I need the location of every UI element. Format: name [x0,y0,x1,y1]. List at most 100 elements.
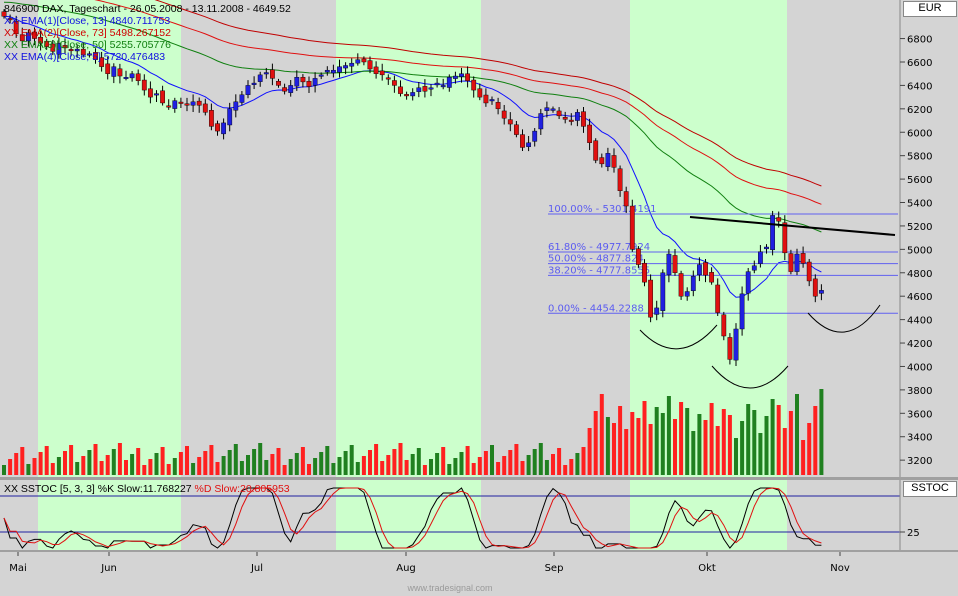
volume-bar [654,407,659,475]
stoch-unit-label: SSTOC [903,481,957,497]
price-tick-label: 4000 [907,362,932,373]
time-tick-label: Sep [545,563,564,574]
candle-body [239,94,245,103]
volume-bar [691,431,696,475]
candle-body [428,87,434,90]
candle-body [642,262,647,283]
candle-body [636,248,641,265]
volume-bar [459,452,464,475]
neckline [689,216,896,236]
time-tick-label: Jul [250,563,263,574]
candle-body [416,87,422,92]
volume-bar [69,445,74,475]
candle-body [93,52,98,60]
time-tick-label: Okt [698,563,716,574]
time-axis: Mai Jun Jul Aug Sep Okt Nov [9,552,850,574]
price-tick-label: 4200 [907,339,932,350]
candle-body [367,60,373,70]
volume-bar [538,443,543,475]
ema2-legend: XX EMA(2)[Close, 73] 5498.267152 [4,27,171,39]
candle-body [440,85,446,88]
fibonacci-levels: 100.00% - 5301.4191 61.80% - 4977.792450.… [548,204,898,314]
time-axis-separator [0,550,958,552]
candle-body [13,21,19,35]
price-axis-panel [900,0,958,477]
candle-body [471,79,477,91]
candle-body [459,73,464,77]
volume-bar [471,463,476,475]
volume-bar [56,457,61,475]
volume-bar [447,464,452,475]
volume-bar [557,448,562,475]
candle-body [782,222,788,254]
candle-body [495,102,501,110]
volume-bar [575,453,580,475]
price-tick-label: 4800 [907,269,932,280]
volume-bar [807,423,812,475]
right-shoulder-arc [807,304,881,333]
volume-bar [801,440,806,475]
volume-bar [630,412,635,475]
volume-bar [551,454,555,475]
candle-body [745,271,751,294]
volume-bar [93,444,98,475]
volume-bar [203,451,208,475]
candle-body [593,140,599,161]
volume-bar [26,464,31,475]
stoch-k-legend: %K Slow:11.768227 [97,483,192,495]
volume-bar [599,394,604,475]
volume-bar [666,396,671,475]
volume-bar [788,411,793,475]
candle-body [575,112,580,121]
candle-body [282,87,287,92]
candle-body [80,48,86,56]
candle-body [147,88,153,98]
candle-body [770,215,776,251]
volume-bar [782,428,787,475]
volume-bar [508,450,513,475]
volume-bar [752,410,757,475]
candle-body [1,11,7,17]
volume-bar [331,463,336,475]
volume-bar [758,433,763,475]
candle-body [477,88,483,98]
candle-body [684,291,690,297]
volume-bar [105,455,110,475]
candle-body [68,49,74,52]
volume-bar [124,460,128,475]
volume-bar [32,458,37,475]
candle-body [135,73,141,81]
candle-body [404,94,409,97]
candle-body [764,246,769,250]
candle-body [800,253,806,264]
candle-body [294,77,300,87]
volume-bar [697,414,702,475]
volume-bar [349,445,354,475]
volume-bar [398,443,403,475]
candle-body [337,66,342,73]
candle-body [465,73,470,81]
volume-bar [709,403,714,475]
candle-body [257,74,263,82]
volume-bar [386,455,391,475]
volume-bar [624,429,629,475]
candle-body [532,130,538,142]
volume-bar [734,438,738,475]
month-band [336,0,481,477]
candle-body [672,255,678,273]
volume-bar [300,447,305,475]
candle-body [422,86,428,92]
volume-bar [776,405,781,475]
stoch-month-band [38,480,181,550]
candle-body [660,272,666,311]
volume-bar [8,459,13,475]
volume-bar [569,459,574,475]
volume-bar [392,449,397,475]
volume-bar [593,411,598,475]
volume-bar [746,404,751,475]
candle-body [611,155,617,168]
volume-bar [233,444,238,475]
candle-body [483,94,489,104]
candle-body [550,108,556,111]
candle-body [270,69,275,79]
